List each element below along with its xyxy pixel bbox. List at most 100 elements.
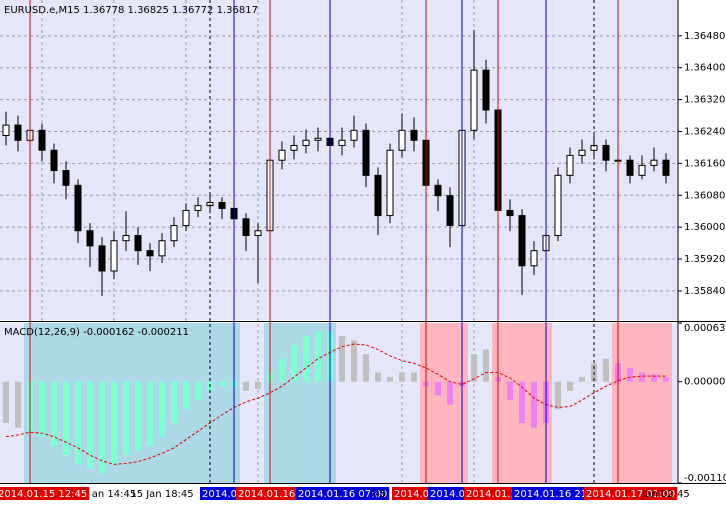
x-tick-label: an 14:45: [92, 489, 136, 500]
histogram-bar: [363, 354, 369, 382]
time-label-box: [428, 487, 467, 500]
candle-body: [98, 245, 106, 272]
histogram-bar: [243, 381, 249, 391]
time-label-box: [296, 487, 390, 500]
time-label: 2014.01.15 12:45: [0, 487, 90, 500]
x-tick-label: :45: [370, 489, 386, 500]
candle-body: [314, 137, 322, 141]
candle-body: [626, 159, 634, 176]
indicator-title: MACD(12,26,9) -0.000162 -0.000211: [4, 327, 189, 338]
x-tick-label: 2014.01.15 12:45: [0, 489, 87, 500]
histogram-bar: [303, 335, 309, 382]
time-label: 2014.01.16 0: [236, 487, 307, 500]
x-tick-label: 2014.01.16 0: [238, 489, 305, 500]
time-label-box: [392, 487, 438, 500]
candle-body: [290, 144, 298, 151]
y-tick-label: -0.001103: [684, 473, 726, 484]
histogram-bar: [123, 381, 129, 456]
histogram-bar: [351, 340, 357, 382]
x-tick-label: 2014.01: [394, 489, 435, 500]
time-label: 2014.01.16 21: [512, 487, 590, 500]
time-label-box: [464, 487, 526, 500]
time-label: 2014.0: [428, 487, 467, 500]
time-label: 2014.01.16 07:00: [296, 487, 390, 500]
zone-band: [192, 323, 204, 483]
histogram-bar: [219, 381, 225, 387]
layer: [0, 0, 678, 483]
candle-body: [62, 170, 70, 186]
histogram-bar: [111, 381, 117, 465]
histogram-bar: [255, 381, 261, 390]
candle-body: [134, 235, 142, 252]
histogram-bar: [411, 372, 417, 382]
y-tick-label: 1.35920: [684, 254, 725, 265]
histogram-bar: [75, 381, 81, 465]
histogram-bar: [375, 372, 381, 382]
time-label-box: [0, 487, 90, 500]
candle-body: [254, 230, 262, 237]
time-label: 2014.01.16: [464, 487, 526, 500]
histogram-bar: [519, 381, 525, 424]
zone-band: [636, 323, 648, 483]
candle-body: [410, 129, 418, 141]
y-tick-label: 1.36400: [684, 63, 725, 74]
x-tick-label: Jan 02:45: [641, 489, 689, 500]
candle-body: [662, 159, 670, 176]
time-label-box: [512, 487, 590, 500]
candle-body: [38, 129, 46, 151]
candle-body: [398, 129, 406, 151]
zone-band: [660, 323, 672, 483]
candle-body: [14, 124, 22, 141]
candle-body: [386, 149, 394, 217]
candle-body: [650, 159, 658, 166]
zone-band: [276, 323, 288, 483]
candle-body: [50, 149, 58, 172]
y-tick-label: 1.36160: [684, 158, 725, 169]
x-tick-label: 2014.01.16 21: [514, 489, 587, 500]
histogram-bar: [663, 377, 669, 382]
zone-band: [624, 323, 636, 483]
histogram-bar: [63, 381, 69, 456]
histogram-bar: [567, 381, 573, 391]
candle-body: [446, 195, 454, 227]
histogram-bar: [387, 377, 393, 382]
histogram-bar: [555, 381, 561, 410]
candle-body: [86, 230, 94, 247]
time-label: 2014.01: [200, 487, 246, 500]
candle-body: [338, 139, 346, 146]
time-label-box: [236, 487, 307, 500]
y-tick-label: 1.35840: [684, 286, 725, 297]
histogram-bar: [579, 377, 585, 382]
histogram-bar: [507, 381, 513, 401]
histogram-bar: [279, 358, 285, 382]
histogram-bar: [171, 381, 177, 424]
candle-body: [218, 201, 226, 209]
histogram-bar: [627, 367, 633, 382]
candle-body: [470, 69, 478, 131]
zone-band: [432, 323, 444, 483]
y-tick-label: 1.36080: [684, 190, 725, 201]
x-tick-label: 2014.0: [430, 489, 465, 500]
histogram-bar: [99, 381, 105, 474]
candle-body: [638, 164, 646, 176]
chart-title: EURUSD.e,M15 1.36778 1.36825 1.36772 1.3…: [4, 5, 258, 16]
histogram-bar: [603, 358, 609, 382]
candle-body: [518, 215, 526, 267]
zone-band: [504, 323, 516, 483]
candle-body: [482, 69, 490, 111]
x-tick-label: 2014.01.17 01:00: [586, 489, 675, 500]
candle-body: [146, 250, 154, 257]
candle-body: [110, 240, 118, 272]
x-tick-label: 2014.01.16 07:00: [298, 489, 387, 500]
histogram-bar: [291, 344, 297, 382]
histogram-bar: [447, 381, 453, 405]
histogram-bar: [483, 349, 489, 382]
time-label-box: [584, 487, 678, 500]
candle-body: [374, 174, 382, 217]
histogram-bar: [51, 381, 57, 446]
candle-body: [530, 250, 538, 267]
histogram-bar: [147, 381, 153, 446]
candle-body: [350, 129, 358, 141]
y-tick-label: 1.36320: [684, 95, 725, 106]
y-tick-label: 0.000000: [684, 377, 726, 388]
